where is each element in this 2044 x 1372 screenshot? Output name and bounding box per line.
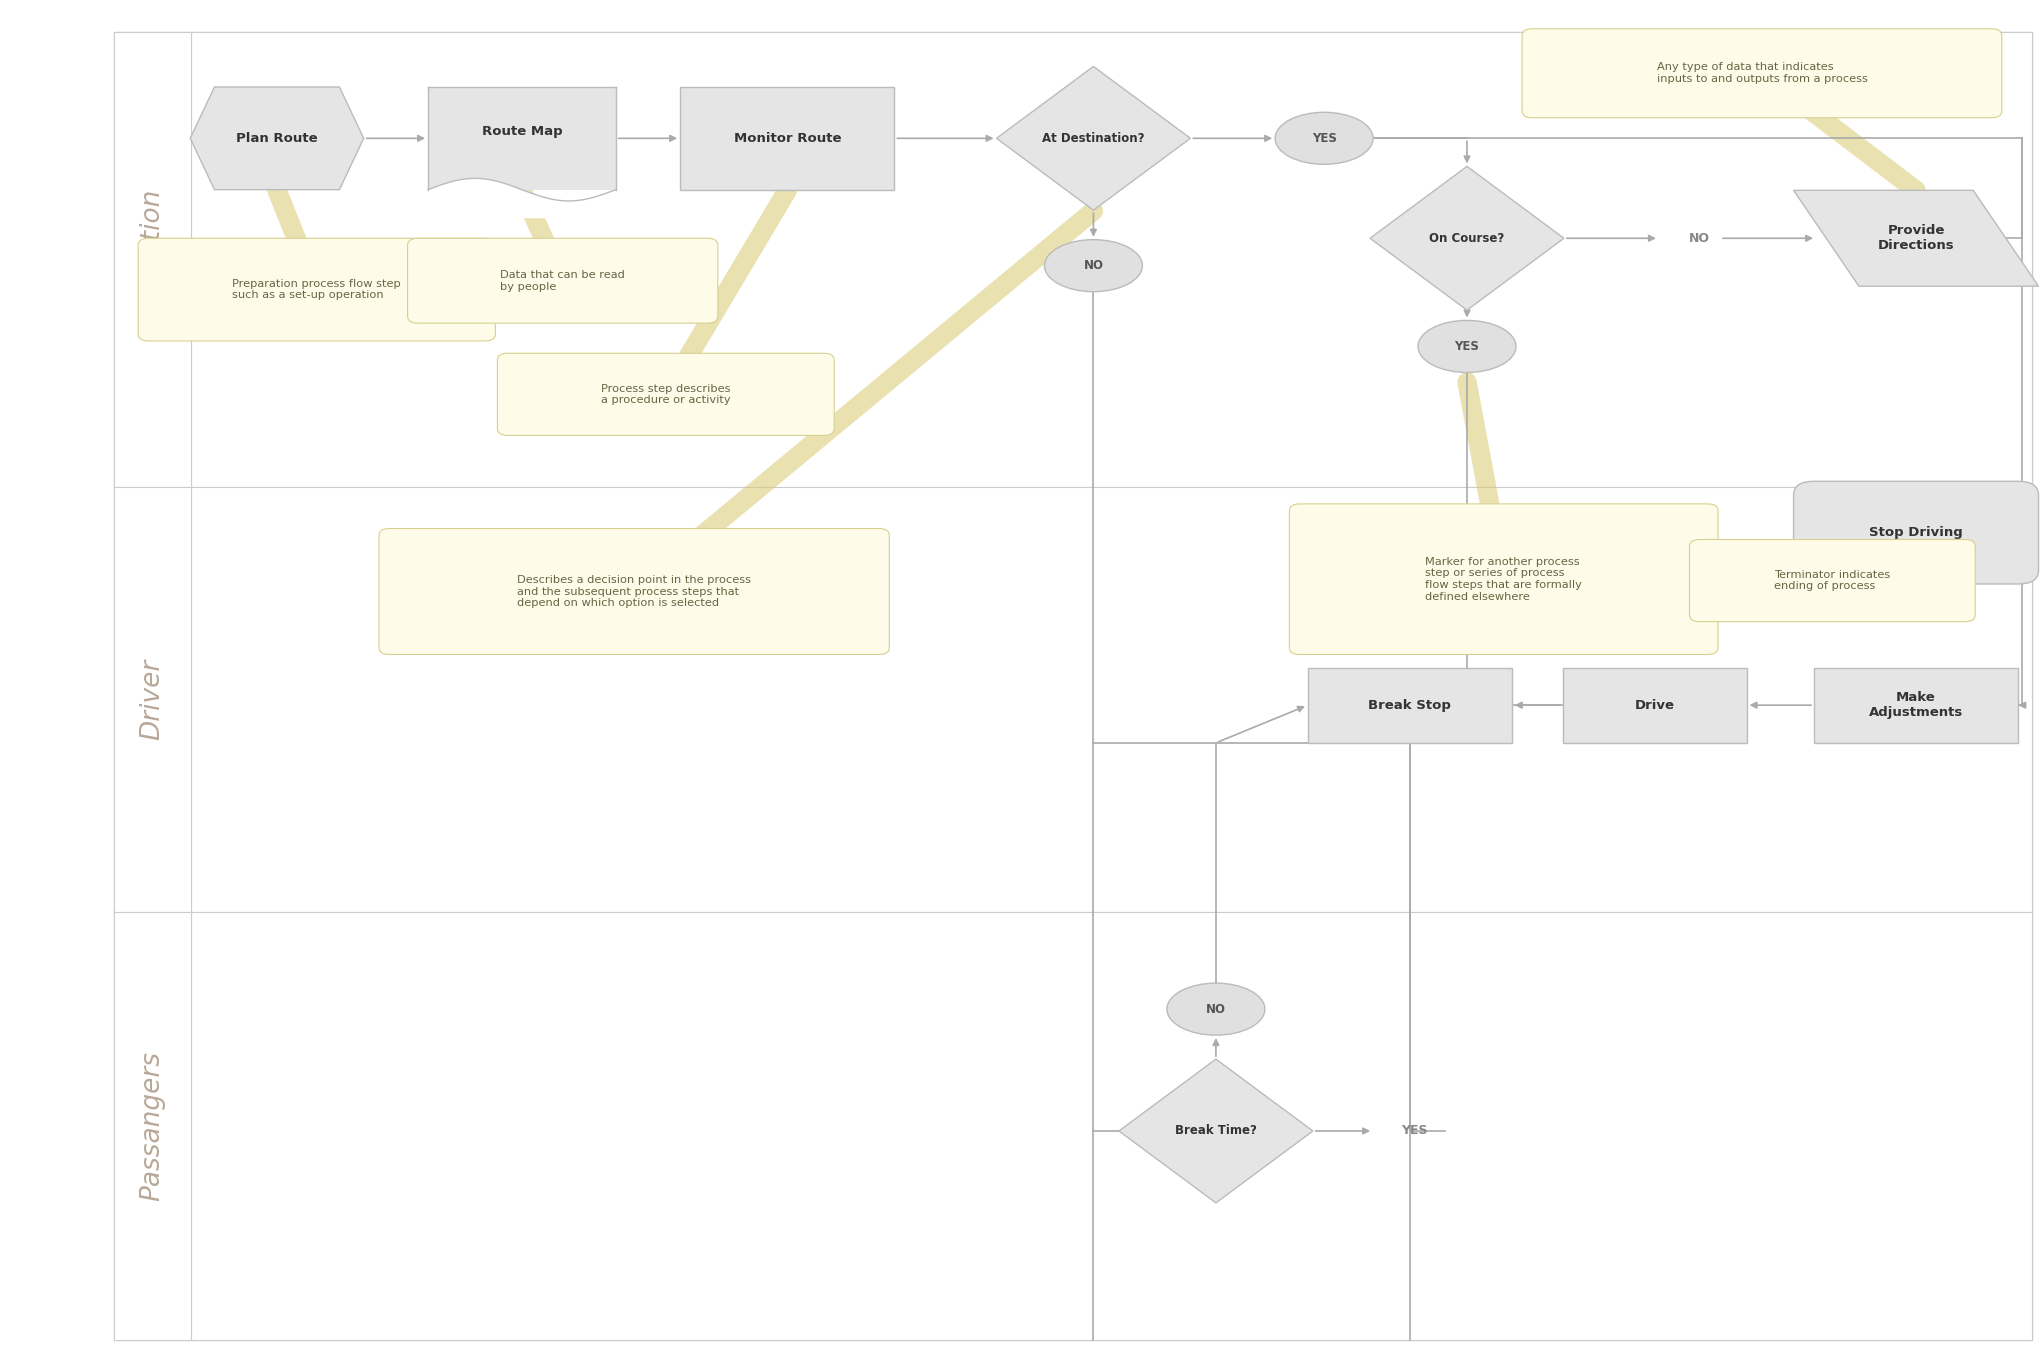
- Text: Route Map: Route Map: [482, 125, 562, 139]
- Polygon shape: [1793, 191, 2038, 287]
- Text: NO: NO: [1083, 259, 1104, 272]
- Bar: [681, 86, 895, 189]
- Ellipse shape: [1167, 984, 1265, 1034]
- Bar: [1308, 668, 1513, 742]
- FancyBboxPatch shape: [378, 528, 889, 654]
- Polygon shape: [997, 66, 1190, 210]
- Text: Passangers: Passangers: [139, 1051, 166, 1202]
- FancyBboxPatch shape: [1290, 504, 1719, 654]
- Polygon shape: [1369, 166, 1564, 310]
- Text: Drive: Drive: [1635, 698, 1674, 712]
- Polygon shape: [190, 86, 364, 189]
- Text: Provide
Directions: Provide Directions: [1878, 224, 1954, 252]
- Text: Data that can be read
by people: Data that can be read by people: [501, 270, 625, 291]
- Text: NO: NO: [1206, 1003, 1226, 1015]
- Polygon shape: [1118, 1059, 1312, 1203]
- Text: Stop Driving: Stop Driving: [1868, 525, 1962, 539]
- FancyBboxPatch shape: [407, 239, 717, 324]
- Text: At Destination?: At Destination?: [1042, 132, 1145, 145]
- Text: On Course?: On Course?: [1429, 232, 1504, 244]
- Bar: [114, 32, 192, 487]
- FancyBboxPatch shape: [497, 353, 834, 435]
- Text: YES: YES: [1312, 132, 1337, 145]
- Bar: [427, 86, 615, 189]
- Text: Process step describes
a procedure or activity: Process step describes a procedure or ac…: [601, 384, 730, 405]
- Bar: [192, 912, 2032, 1340]
- Text: Terminator indicates
ending of process: Terminator indicates ending of process: [1774, 569, 1891, 591]
- FancyBboxPatch shape: [139, 239, 495, 342]
- Bar: [192, 487, 2032, 912]
- Text: Monitor Route: Monitor Route: [734, 132, 840, 145]
- Text: Preparation process flow step
such as a set-up operation: Preparation process flow step such as a …: [233, 279, 401, 300]
- Text: Break Stop: Break Stop: [1367, 698, 1451, 712]
- Bar: [114, 912, 192, 1340]
- Text: NO: NO: [1688, 232, 1711, 244]
- Ellipse shape: [1275, 113, 1374, 165]
- Text: Break Time?: Break Time?: [1175, 1125, 1257, 1137]
- Bar: [1564, 668, 1748, 742]
- Text: Marker for another process
step or series of process
flow steps that are formall: Marker for another process step or serie…: [1425, 557, 1582, 601]
- Text: Make
Adjustments: Make Adjustments: [1868, 691, 1962, 719]
- Ellipse shape: [1044, 240, 1143, 292]
- Text: Driver: Driver: [139, 659, 166, 741]
- Text: Plan Route: Plan Route: [237, 132, 317, 145]
- FancyBboxPatch shape: [1523, 29, 2001, 118]
- Text: Describes a decision point in the process
and the subsequent process steps that
: Describes a decision point in the proces…: [517, 575, 750, 608]
- Text: Navigation: Navigation: [139, 188, 166, 331]
- Text: YES: YES: [1400, 1125, 1427, 1137]
- FancyBboxPatch shape: [1793, 482, 2038, 584]
- Bar: [1813, 668, 2017, 742]
- Bar: [114, 487, 192, 912]
- Text: Any type of data that indicates
inputs to and outputs from a process: Any type of data that indicates inputs t…: [1656, 63, 1868, 84]
- FancyBboxPatch shape: [1690, 539, 1975, 622]
- Ellipse shape: [1419, 321, 1517, 372]
- Text: YES: YES: [1455, 340, 1480, 353]
- Bar: [192, 32, 2032, 487]
